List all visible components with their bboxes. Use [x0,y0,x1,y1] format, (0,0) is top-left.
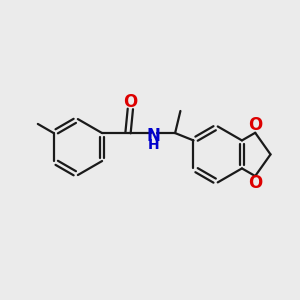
Text: O: O [248,174,262,192]
Text: N: N [146,127,160,145]
Text: O: O [248,116,262,134]
Text: H: H [148,138,159,152]
Text: O: O [123,93,137,111]
